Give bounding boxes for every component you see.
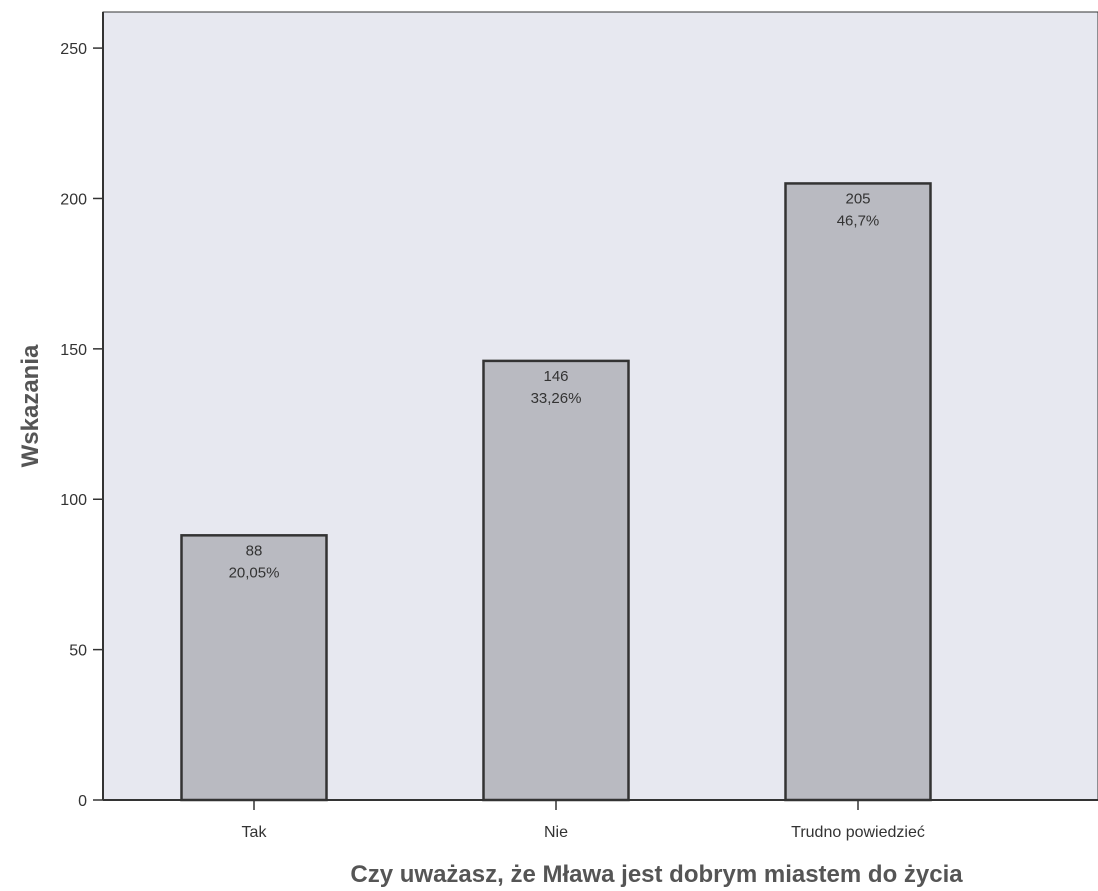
x-tick-label: Trudno powiedzieć [791,824,925,841]
bar-percent-label: 46,7% [837,212,880,229]
bar-percent-label: 33,26% [531,390,582,407]
bar [784,182,932,802]
y-tick-label: 50 [69,643,87,660]
y-axis: 0 50 100 150 200 250 [60,12,104,810]
bar-value-label: 205 [845,190,870,207]
y-tick-label: 100 [60,492,87,509]
x-tick-label: Nie [544,824,568,841]
x-tick-label: Tak [242,824,268,841]
y-tick-label: 0 [78,793,87,810]
y-tick-label: 200 [60,191,87,208]
bar-percent-label: 20,05% [229,564,280,581]
bar-value-label: 146 [543,368,568,385]
y-tick-label: 250 [60,41,87,58]
bars [180,182,932,802]
x-axis: Tak Nie Trudno powiedzieć [103,799,1098,841]
y-axis-title: Wskazania [17,344,44,467]
data-labels: 88 20,05% 146 33,26% 205 46,7% [229,190,880,581]
bar-value-label: 88 [246,542,263,559]
bar [482,359,630,802]
y-tick-label: 150 [60,342,87,359]
x-axis-title: Czy uważasz, że Mława jest dobrym miaste… [350,861,963,888]
bar [180,534,328,802]
